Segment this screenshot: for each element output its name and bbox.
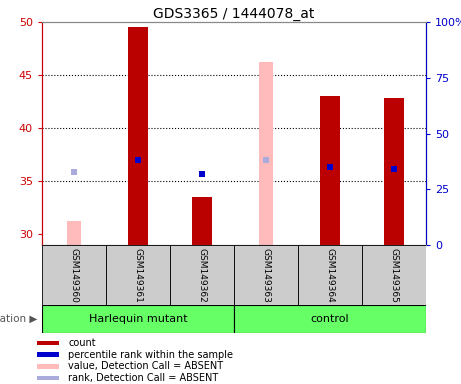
Text: genotype/variation ▶: genotype/variation ▶ [0,314,37,324]
Bar [384,98,404,245]
Bar [36,341,59,345]
Bar [36,376,59,381]
Bar [42,245,106,305]
Text: GSM149363: GSM149363 [261,248,271,303]
Text: GSM149365: GSM149365 [390,248,398,303]
Bar [67,220,81,245]
Text: GSM149361: GSM149361 [134,248,142,303]
Text: Harlequin mutant: Harlequin mutant [89,314,187,324]
Bar [362,245,426,305]
Bar [42,305,234,333]
Bar [320,96,340,245]
Bar [106,245,170,305]
Bar [298,245,362,305]
Text: value, Detection Call = ABSENT: value, Detection Call = ABSENT [68,361,223,371]
Text: GSM149364: GSM149364 [325,248,335,302]
Bar [259,62,273,245]
Text: percentile rank within the sample: percentile rank within the sample [68,349,233,360]
Bar [234,305,426,333]
Text: control: control [311,314,349,324]
Bar [234,245,298,305]
Text: GSM149360: GSM149360 [70,248,78,303]
Title: GDS3365 / 1444078_at: GDS3365 / 1444078_at [154,7,315,21]
Bar [36,364,59,369]
Text: GSM149362: GSM149362 [197,248,207,302]
Text: count: count [68,338,96,348]
Bar [192,197,212,245]
Bar [128,27,148,245]
Bar [36,352,59,357]
Text: rank, Detection Call = ABSENT: rank, Detection Call = ABSENT [68,373,219,383]
Bar [170,245,234,305]
